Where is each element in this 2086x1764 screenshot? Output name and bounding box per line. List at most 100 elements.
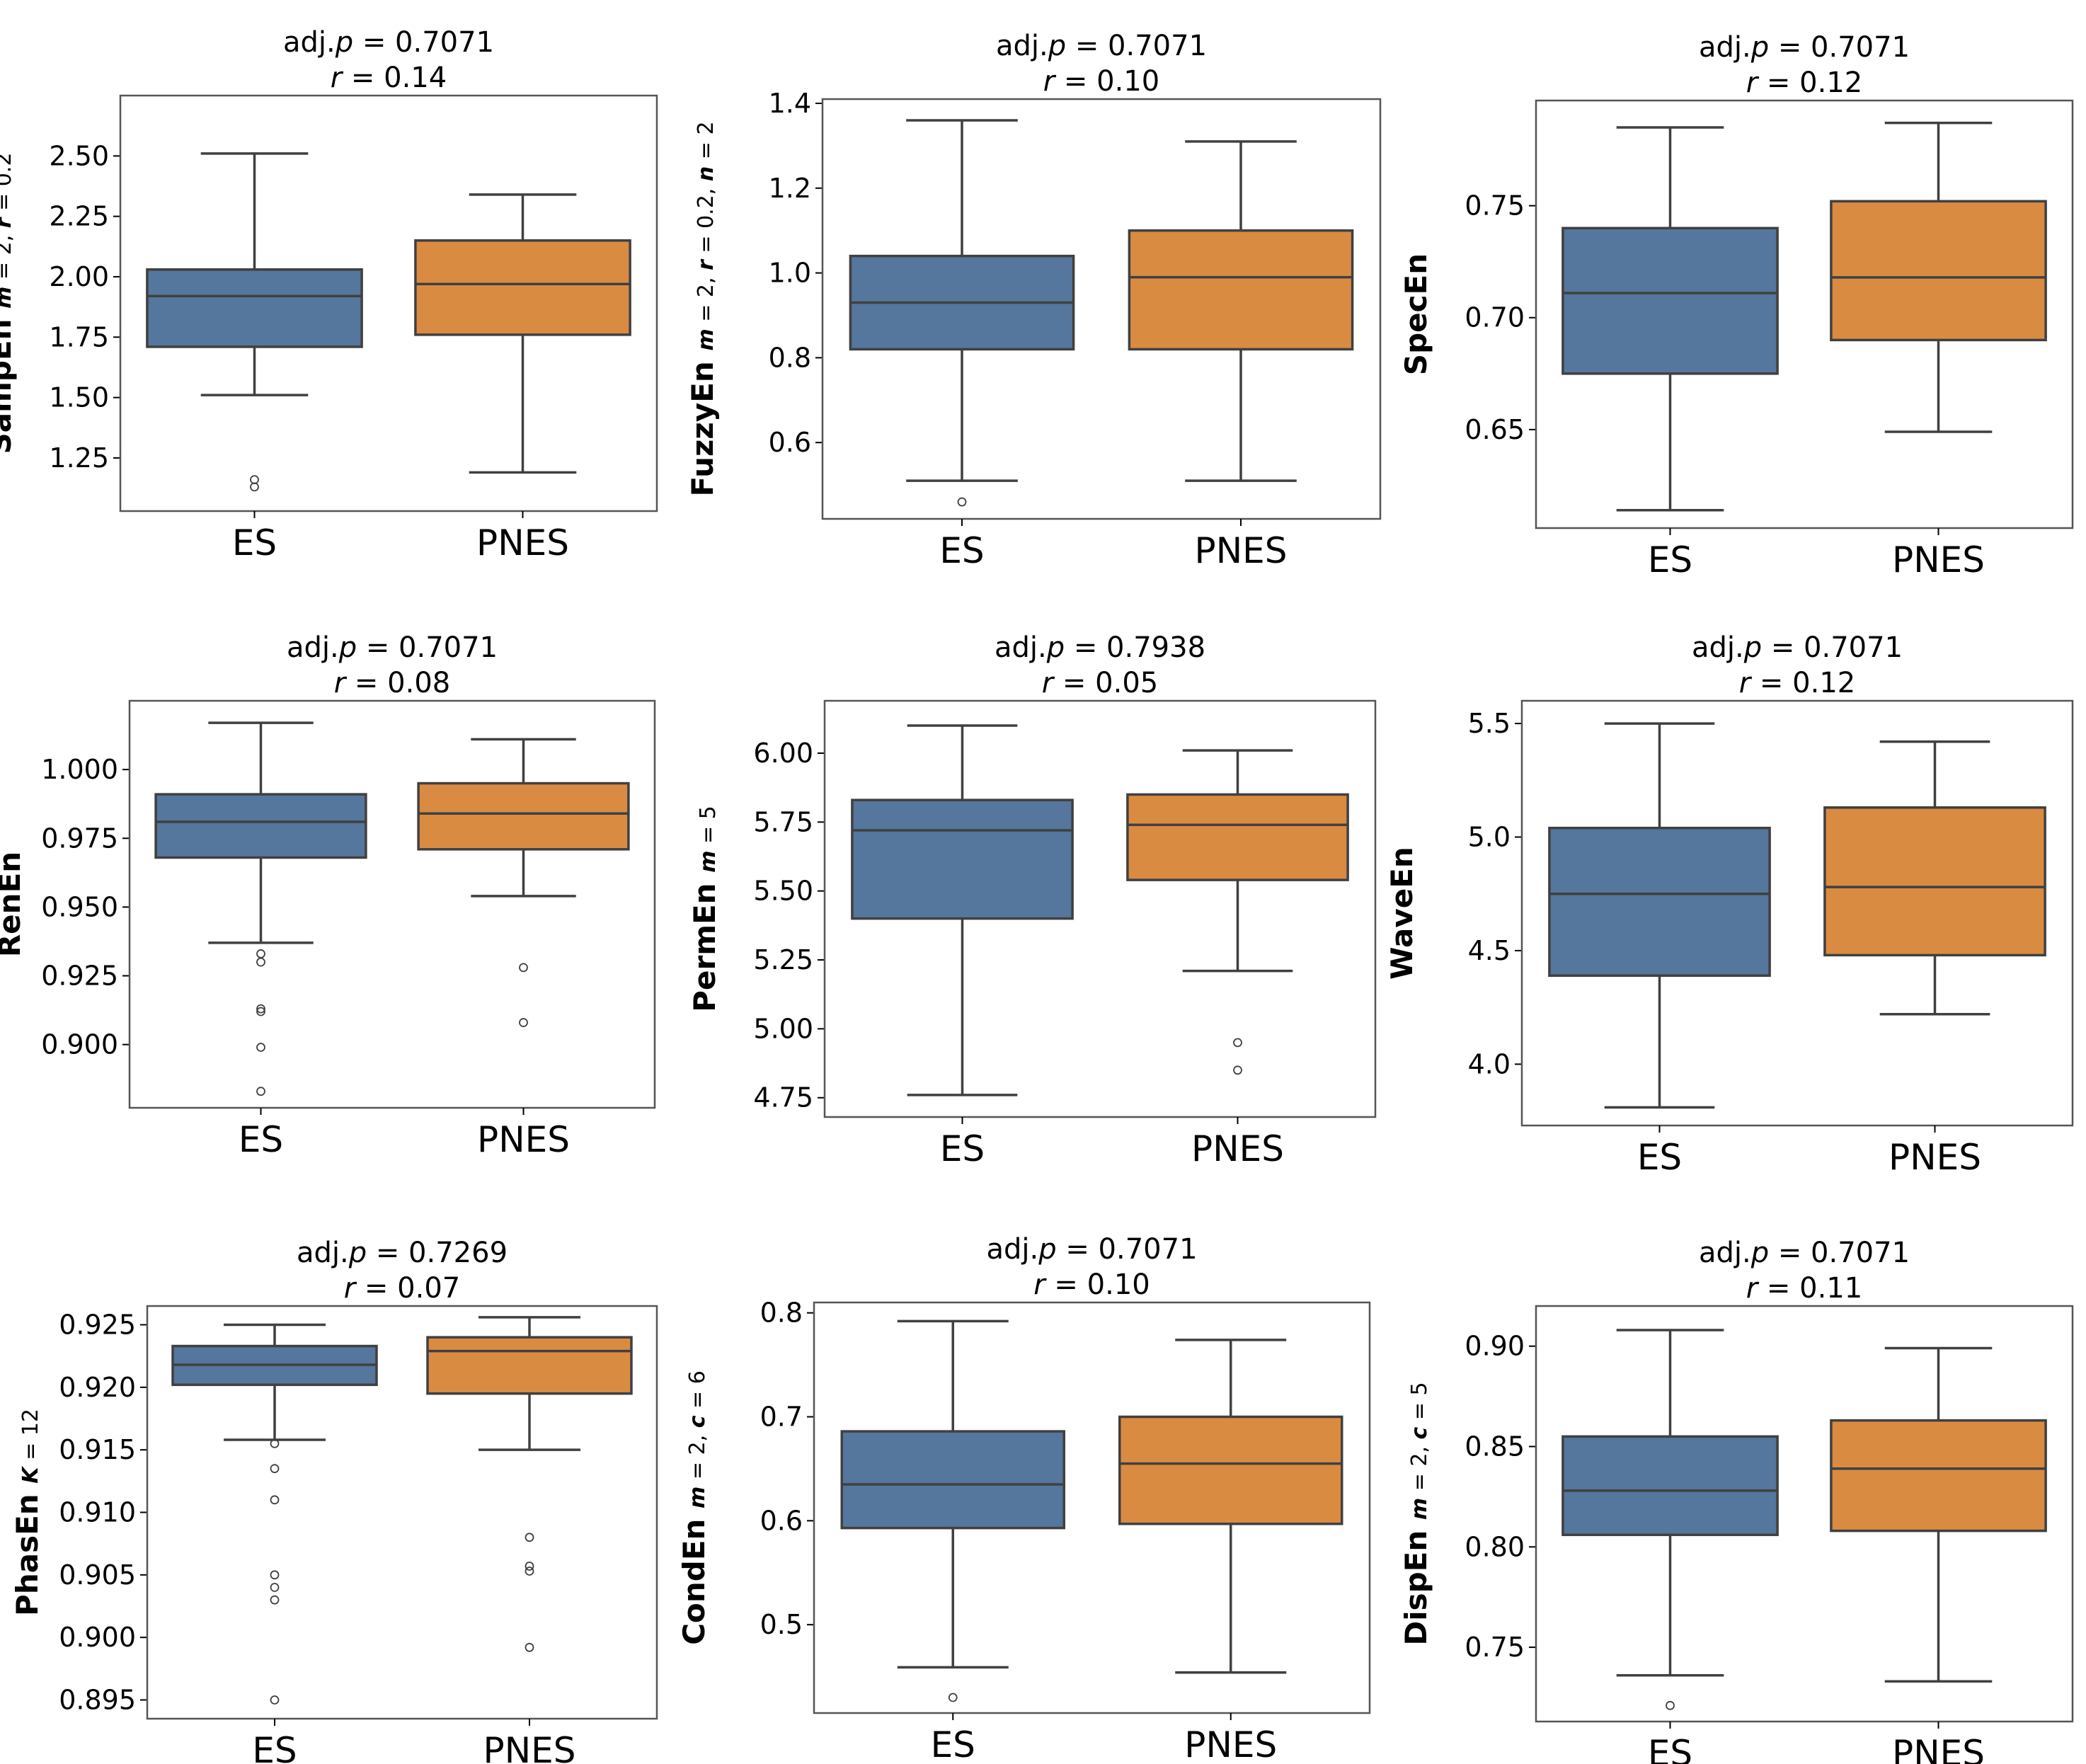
y-axis-label: FuzzyEn m = 2, r = 0.2, n = 2 [685, 121, 720, 496]
title-line-1: adj.p = 0.7071 [283, 26, 494, 59]
y-tick-label: 0.975 [41, 823, 118, 854]
box-es [146, 152, 363, 492]
y-tick-label: 6.00 [753, 738, 813, 769]
title-r-value: = 0.10 [1045, 1268, 1150, 1301]
title-line-1: adj.p = 0.7938 [995, 631, 1205, 664]
title-p-value: = 0.7071 [357, 631, 498, 664]
iqr-box [1128, 229, 1354, 351]
plot-frame [119, 94, 658, 512]
title-r-value: = 0.12 [1750, 667, 1855, 699]
x-category-es: ES [1648, 1733, 1692, 1764]
y-tick-label: 4.75 [753, 1082, 813, 1113]
outlier-point [256, 1043, 265, 1052]
box-pnes [1823, 740, 2046, 1016]
y-tick-label: 0.7 [760, 1402, 803, 1433]
y-tick-label: 0.905 [59, 1559, 136, 1591]
x-category-es: ES [232, 522, 277, 563]
box-es [840, 1319, 1065, 1702]
x-category-pnes: PNES [1892, 539, 1985, 580]
iqr-box [1823, 806, 2046, 957]
y-tick-label: 0.90 [1465, 1331, 1525, 1362]
y-tick-label: 0.920 [59, 1372, 136, 1403]
outlier-point [250, 482, 259, 492]
outlier-point [256, 949, 265, 958]
y-axis-label: SpecEn [1399, 253, 1433, 375]
title-line-2: r = 0.07 [344, 1272, 460, 1305]
title-line-2: r = 0.10 [1033, 1268, 1150, 1301]
y-axis-label-subscript: = 0.2 [0, 153, 16, 218]
y-axis-label: PhasEn K = 12 [10, 1409, 45, 1616]
iqr-box [426, 1336, 633, 1395]
title-line-2: r = 0.12 [1739, 667, 1855, 699]
y-axis-label: SampEn m = 2, r = 0.2 [0, 153, 18, 454]
outlier-point [957, 497, 967, 507]
y-tick-label: 2.50 [49, 140, 109, 171]
y-tick-label: 0.910 [59, 1497, 136, 1528]
box-es [851, 724, 1074, 1096]
title-line-1: adj.p = 0.7071 [287, 631, 498, 664]
box-pnes [1830, 121, 2047, 433]
x-category-pnes: PNES [1892, 1733, 1985, 1764]
y-axis-label-subscript: r [694, 258, 718, 270]
y-tick-label: 5.75 [753, 806, 813, 837]
x-category-pnes: PNES [477, 1119, 570, 1160]
iqr-box [1548, 826, 1771, 977]
y-tick-label: 1.000 [41, 754, 118, 785]
title-line-2: r = 0.05 [1042, 667, 1158, 699]
title-line-2: r = 0.12 [1746, 67, 1862, 99]
x-category-es: ES [940, 1128, 985, 1169]
y-tick-label: 0.915 [59, 1434, 136, 1465]
box-pnes [414, 193, 631, 474]
y-axis-label-subscript: = 2, [694, 270, 718, 328]
y-tick-label: 1.2 [769, 173, 811, 204]
y-axis-label: DispEn m = 2, c = 5 [1399, 1382, 1433, 1645]
x-category-es: ES [931, 1724, 975, 1764]
y-axis-label-subscript: = 5 [1407, 1382, 1432, 1426]
y-tick-label: 0.70 [1465, 302, 1525, 333]
box-pnes [1128, 140, 1354, 482]
outlier-point [270, 1570, 280, 1580]
y-axis-label: CondEn m = 2, c = 6 [677, 1370, 711, 1645]
title-line-1: adj.p = 0.7071 [1699, 1237, 1910, 1269]
box-pnes [1830, 1346, 2047, 1683]
plot-frame [128, 699, 656, 1109]
title-line-2: r = 0.14 [331, 62, 447, 94]
x-category-pnes: PNES [1184, 1724, 1277, 1764]
y-tick-label: 0.925 [41, 961, 118, 992]
y-tick-label: 0.75 [1465, 1632, 1525, 1663]
plot-frame [146, 1305, 658, 1720]
title-line-1: adj.p = 0.7071 [996, 30, 1207, 62]
box-es [1548, 722, 1771, 1109]
title-line-2: r = 0.11 [1746, 1272, 1862, 1305]
outlier-point [525, 1533, 534, 1542]
y-tick-label: 0.5 [760, 1609, 803, 1640]
x-category-pnes: PNES [1889, 1137, 1981, 1178]
title-p-value: = 0.7071 [1762, 631, 1903, 664]
title-p-value: = 0.7071 [1066, 30, 1207, 62]
plot-frame [821, 98, 1382, 520]
y-tick-label: 0.85 [1465, 1431, 1525, 1462]
y-tick-label: 0.6 [769, 427, 811, 458]
outlier-point [1233, 1038, 1242, 1048]
plot-frame [823, 699, 1377, 1118]
y-tick-label: 4.5 [1468, 935, 1511, 966]
y-tick-label: 0.950 [41, 891, 118, 922]
box-pnes [1118, 1339, 1343, 1674]
plot-frame [813, 1301, 1371, 1714]
x-category-pnes: PNES [476, 522, 569, 563]
y-tick-label: 0.8 [760, 1298, 803, 1329]
title-p-value: = 0.7071 [1769, 1237, 1910, 1269]
x-category-es: ES [1648, 539, 1692, 580]
y-axis-label-subscript: c [685, 1415, 710, 1428]
y-axis-label-subscript: m [1407, 1498, 1432, 1520]
outlier-point [256, 1087, 265, 1096]
y-tick-label: 2.25 [49, 201, 109, 232]
iqr-box [1561, 227, 1779, 375]
